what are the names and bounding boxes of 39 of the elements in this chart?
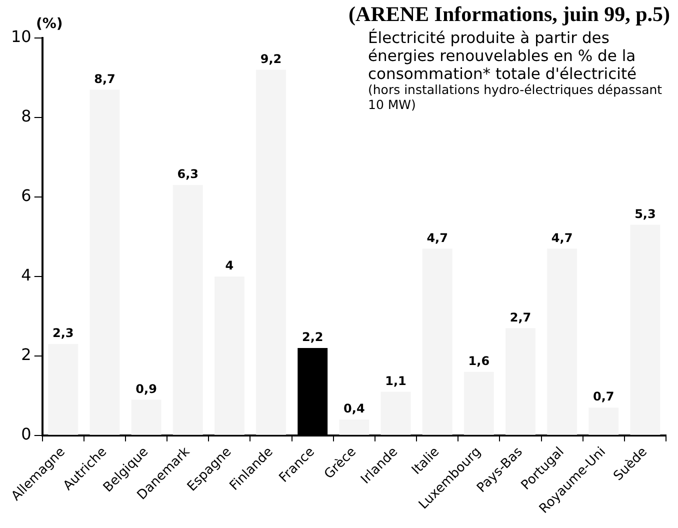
data-label: 9,2 xyxy=(260,52,282,66)
y-tick-label: 6 xyxy=(21,186,32,206)
y-tick-label: 0 xyxy=(21,424,32,444)
data-label: 2,7 xyxy=(510,310,532,324)
y-axis-title: (%) xyxy=(36,16,63,32)
y-tick-label: 10 xyxy=(11,27,32,46)
data-label: 6,3 xyxy=(177,167,199,182)
bar xyxy=(630,224,660,435)
data-label: 4,7 xyxy=(551,230,573,245)
text: Électricité produite à partir des énergies renouvelables en % de la consommation* totale d'électricité xyxy=(368,29,638,84)
bar xyxy=(48,344,78,435)
data-label: 0,4 xyxy=(344,402,365,416)
bar xyxy=(339,420,370,435)
data-label: 8,7 xyxy=(94,72,116,86)
data-label: 5,3 xyxy=(634,206,656,221)
text: (ARENE Informations, juin 99, p.5) xyxy=(348,2,670,27)
data-label: 0,7 xyxy=(593,390,614,404)
y-tick-label: 4 xyxy=(21,266,32,285)
data-label: 4 xyxy=(225,258,234,273)
bar xyxy=(506,328,536,435)
data-label: 4,7 xyxy=(426,230,448,245)
data-label: 0,9 xyxy=(136,382,157,396)
data-label: 1,6 xyxy=(468,354,490,368)
text: (hors installations hydro-électriques dépassant 10 MW) xyxy=(368,82,664,112)
y-tick-label: 2 xyxy=(21,345,32,364)
bar xyxy=(464,372,494,435)
bar xyxy=(172,185,203,435)
bar xyxy=(90,90,120,435)
y-tick-label: 8 xyxy=(21,106,32,126)
bar xyxy=(214,276,244,435)
bar xyxy=(380,392,411,435)
data-label: 2,3 xyxy=(52,326,74,340)
bar xyxy=(547,248,578,435)
bar xyxy=(131,400,162,435)
bar xyxy=(422,248,452,435)
bar xyxy=(588,408,619,435)
data-label: 2,2 xyxy=(302,330,324,344)
bar xyxy=(256,70,286,435)
data-label: 1,1 xyxy=(385,374,406,388)
